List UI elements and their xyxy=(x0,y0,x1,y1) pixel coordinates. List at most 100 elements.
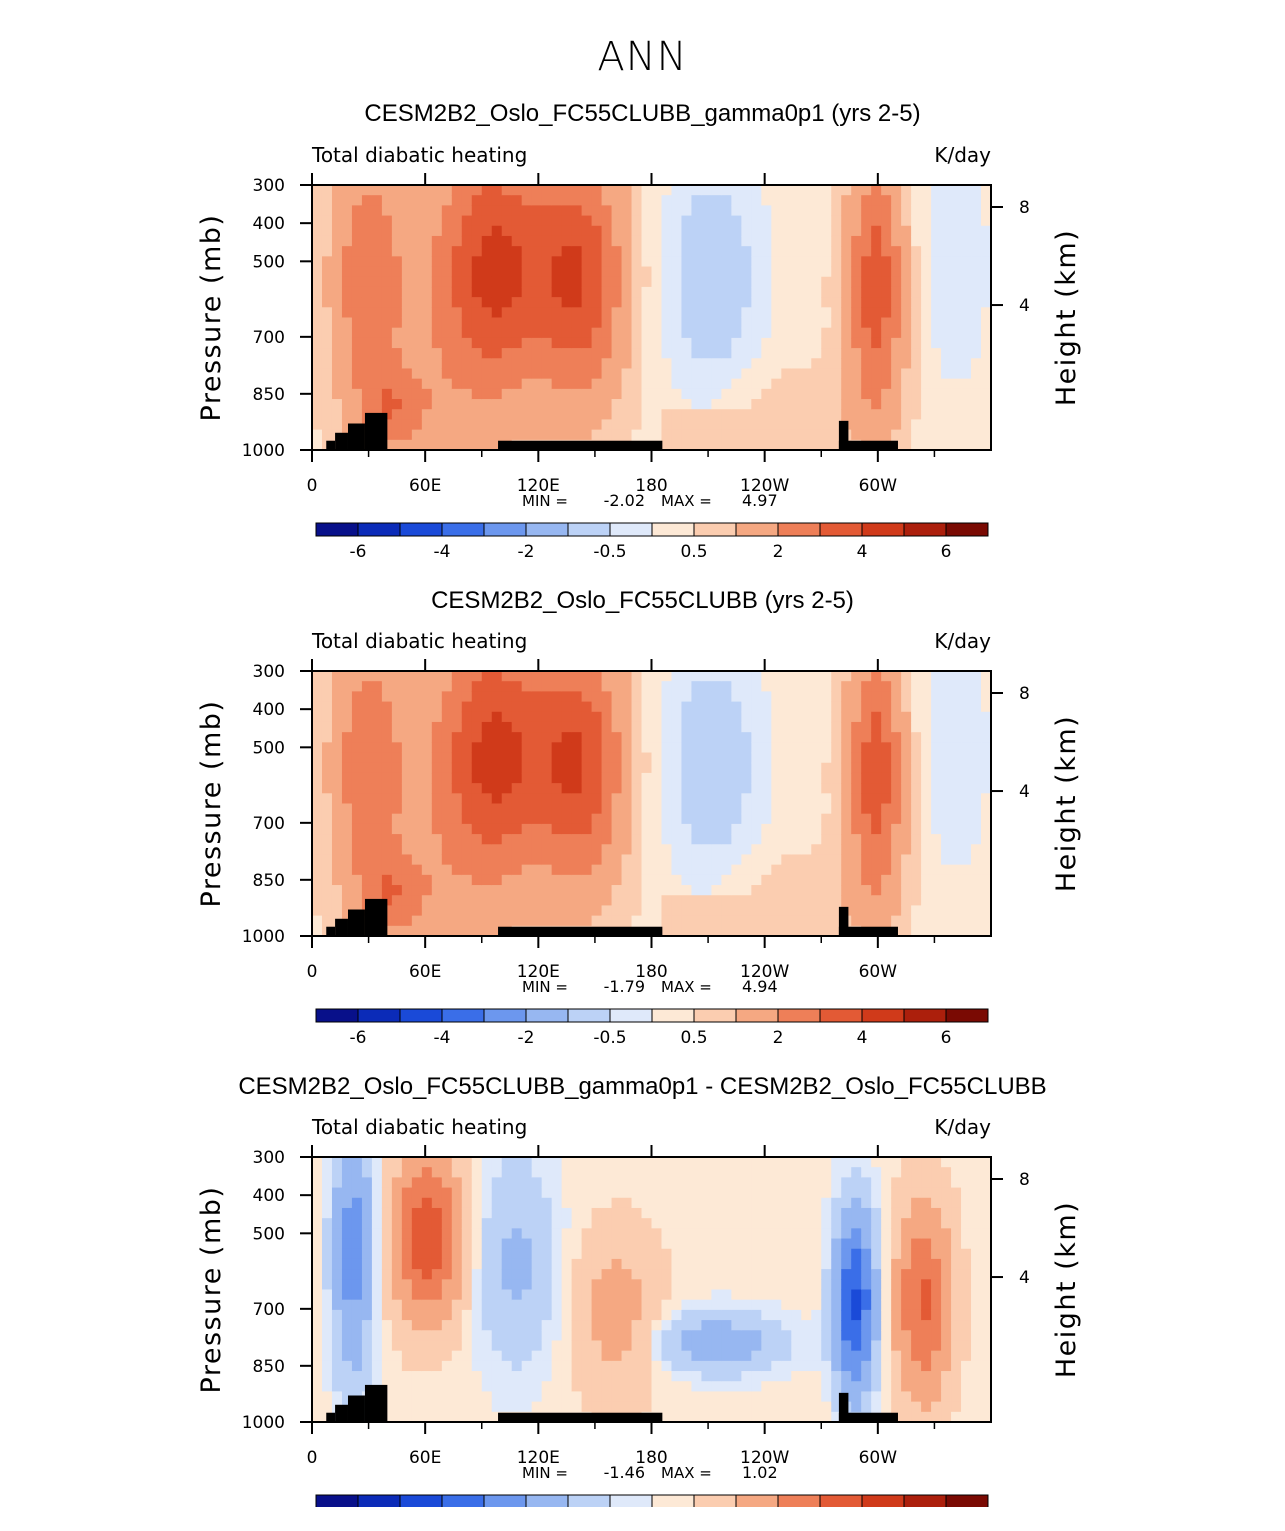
field-cell xyxy=(891,681,902,692)
field-cell xyxy=(801,854,812,866)
field-cell xyxy=(731,834,742,845)
field-cell xyxy=(771,752,782,764)
field-cell xyxy=(751,388,762,400)
field-cell xyxy=(731,742,742,754)
field-cell xyxy=(691,1340,703,1352)
field-cell xyxy=(921,691,932,703)
field-cell xyxy=(371,721,383,733)
field-cell xyxy=(591,885,603,896)
field-cell xyxy=(911,925,922,937)
field-cell xyxy=(641,297,653,308)
field-cell xyxy=(791,409,802,421)
field-cell xyxy=(951,419,962,431)
field-cell xyxy=(761,1238,772,1250)
colorbar-swatch xyxy=(861,1008,905,1023)
field-cell xyxy=(841,803,852,815)
field-cell xyxy=(661,1350,673,1362)
field-cell xyxy=(361,823,373,835)
field-cell xyxy=(681,803,693,815)
field-cell xyxy=(611,358,623,370)
field-cell xyxy=(801,1167,812,1178)
field-cell xyxy=(511,215,523,227)
field-cell xyxy=(751,793,762,805)
field-cell xyxy=(951,742,962,754)
field-cell xyxy=(631,701,643,713)
field-cell xyxy=(312,368,323,380)
field-cell xyxy=(671,813,683,825)
field-cell xyxy=(581,1207,593,1219)
field-cell xyxy=(361,691,373,703)
field-cell xyxy=(771,823,782,835)
field-cell xyxy=(591,307,603,319)
field-cell xyxy=(631,823,643,835)
field-cell xyxy=(381,1371,393,1382)
field-cell xyxy=(981,409,992,421)
field-cell xyxy=(561,823,573,835)
field-cell xyxy=(581,895,593,907)
field-cell xyxy=(631,885,643,896)
field-cell xyxy=(461,671,473,682)
field-cell xyxy=(351,1279,363,1291)
field-cell xyxy=(711,419,722,431)
field-cell xyxy=(331,276,343,288)
field-cell xyxy=(861,256,872,268)
field-cell xyxy=(791,276,802,288)
field-cell xyxy=(621,1279,633,1291)
field-cell xyxy=(551,409,563,421)
field-cell xyxy=(511,205,523,217)
field-cell xyxy=(401,256,413,268)
field-cell xyxy=(431,358,443,370)
field-cell xyxy=(501,1350,513,1362)
field-cell xyxy=(541,246,553,257)
field-cell xyxy=(801,925,812,937)
field-cell xyxy=(651,783,663,794)
field-cell xyxy=(981,307,992,319)
field-cell xyxy=(451,1269,463,1280)
field-cell xyxy=(621,895,633,907)
field-cell xyxy=(691,388,703,400)
field-cell xyxy=(431,419,443,431)
field-cell xyxy=(661,388,673,400)
field-cell xyxy=(821,793,832,805)
field-cell xyxy=(471,409,483,421)
y-right-tick-label: 4 xyxy=(1019,296,1030,316)
field-cell xyxy=(491,1167,503,1178)
field-cell xyxy=(401,276,413,288)
field-cell xyxy=(861,671,872,682)
field-cell xyxy=(691,803,703,815)
field-cell xyxy=(811,195,822,206)
field-cell xyxy=(481,803,493,815)
field-cell xyxy=(501,1207,513,1219)
field-cell xyxy=(371,297,383,308)
field-cell xyxy=(681,762,693,774)
field-cell xyxy=(571,1269,583,1280)
field-cell xyxy=(621,1371,633,1382)
field-cell xyxy=(781,1167,792,1178)
field-cell xyxy=(371,691,383,703)
field-cell xyxy=(701,671,713,682)
field-cell xyxy=(701,864,713,876)
field-cell xyxy=(541,671,553,682)
field-cell xyxy=(601,388,613,400)
field-cell xyxy=(771,1371,782,1382)
field-cell xyxy=(701,317,713,329)
field-cell xyxy=(461,1218,473,1229)
field-cell xyxy=(971,732,982,743)
field-cell xyxy=(571,1309,583,1321)
field-cell xyxy=(891,399,902,410)
field-cell xyxy=(621,286,633,298)
field-cell xyxy=(901,711,912,723)
field-cell xyxy=(801,885,812,896)
field-cell xyxy=(531,1157,543,1168)
field-cell xyxy=(581,823,593,835)
field-cell xyxy=(621,388,633,400)
field-cell xyxy=(471,1187,483,1199)
field-cell xyxy=(631,378,643,390)
field-cell xyxy=(751,1401,762,1413)
field-cell xyxy=(621,1340,633,1352)
field-cell xyxy=(601,409,613,421)
field-cell xyxy=(891,885,902,896)
field-cell xyxy=(851,864,862,876)
orography-block xyxy=(498,440,663,450)
field-cell xyxy=(631,1309,643,1321)
